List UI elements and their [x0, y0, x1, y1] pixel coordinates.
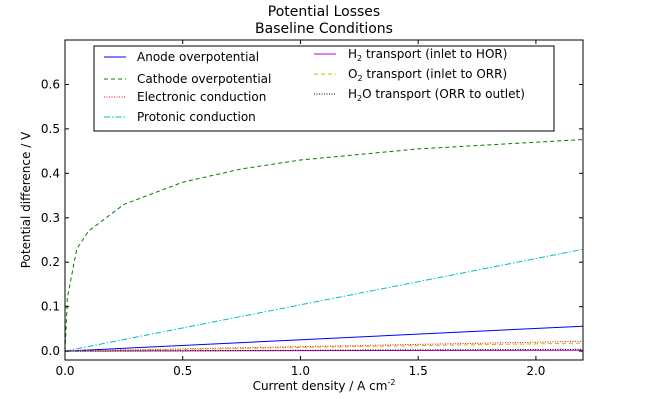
- x-axis-label: Current density / A cm-2: [253, 378, 396, 393]
- legend: Anode overpotential Cathode overpotential…: [93, 45, 555, 132]
- legend-label: Protonic conduction: [137, 110, 256, 124]
- axis-ticks: 0.0 0.5 1.0 1.5 2.0 0.0 0.1 0.2 0.3 0.4 0.5 0.6: [41, 40, 583, 378]
- y-tick-label: 0.3: [41, 211, 60, 225]
- series-line-1: [64, 139, 584, 352]
- legend-label: O2 transport (inlet to ORR): [348, 67, 507, 83]
- chart-subtitle: Baseline Conditions: [255, 21, 393, 37]
- legend-label: Electronic conduction: [137, 90, 266, 104]
- y-tick-label: 0.4: [41, 166, 60, 180]
- x-axis-label-sup: -2: [387, 378, 395, 387]
- y-axis-label: Potential difference / V: [19, 131, 33, 268]
- series-line-0: [64, 325, 584, 352]
- legend-box: [93, 45, 555, 132]
- x-axis-label-main: Current density / A cm: [253, 379, 388, 393]
- plot-frame: [64, 39, 584, 361]
- y-tick-label: 0.0: [41, 344, 60, 358]
- x-tick-label: 0.5: [173, 364, 192, 378]
- series-line-3: [64, 248, 584, 352]
- legend-label: H2O transport (ORR to outlet): [348, 87, 525, 103]
- x-tick-label: 0.0: [55, 364, 74, 378]
- plot-lines: [64, 139, 584, 352]
- legend-label: Cathode overpotential: [137, 72, 271, 86]
- chart-title: Potential Losses: [268, 4, 380, 20]
- y-tick-label: 0.1: [41, 300, 60, 314]
- y-tick-label: 0.5: [41, 122, 60, 136]
- y-tick-label: 0.6: [41, 77, 60, 91]
- series-line-4: [64, 349, 584, 352]
- x-tick-label: 1.5: [409, 364, 428, 378]
- series-line-5: [64, 342, 584, 352]
- y-tick-label: 0.2: [41, 255, 60, 269]
- legend-label: H2 transport (inlet to HOR): [348, 47, 507, 63]
- x-tick-label: 1.0: [291, 364, 310, 378]
- legend-label: Anode overpotential: [137, 50, 259, 64]
- x-tick-label: 2.0: [526, 364, 545, 378]
